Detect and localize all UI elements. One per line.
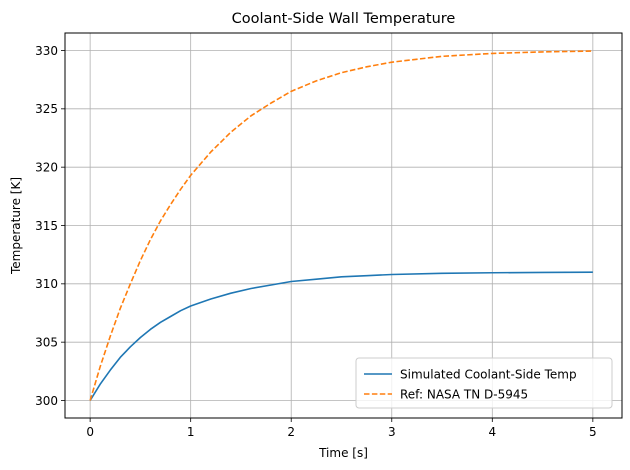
x-tick-label: 0 xyxy=(86,425,94,439)
legend: Simulated Coolant-Side Temp Ref: NASA TN … xyxy=(355,357,613,409)
y-tick-label: 325 xyxy=(35,102,58,116)
x-tick-label: 1 xyxy=(187,425,195,439)
y-tick-label: 305 xyxy=(35,335,58,349)
legend-label: Simulated Coolant-Side Temp xyxy=(400,367,577,381)
y-tick-label: 315 xyxy=(35,219,58,233)
axis-ticks: 0 1 2 3 4 5 300 305 310 315 320 325 330 xyxy=(35,44,597,439)
x-axis-label: Time [s] xyxy=(318,446,368,460)
series-line-1 xyxy=(89,271,593,401)
chart-title: Coolant-Side Wall Temperature xyxy=(232,11,456,27)
y-tick-label: 320 xyxy=(35,160,58,174)
x-tick-label: 3 xyxy=(388,425,396,439)
x-tick-label: 5 xyxy=(589,425,597,439)
x-tick-label: 2 xyxy=(287,425,295,439)
y-tick-label: 310 xyxy=(35,277,58,291)
series-line-2 xyxy=(89,50,593,401)
y-axis-label: Temperature [K] xyxy=(9,177,23,275)
series-layer xyxy=(89,50,593,401)
legend-box xyxy=(355,357,613,409)
x-tick-label: 4 xyxy=(488,425,496,439)
y-tick-label: 330 xyxy=(35,44,58,58)
y-tick-label: 300 xyxy=(35,394,58,408)
legend-label: Ref: NASA TN D-5945 xyxy=(400,387,528,401)
